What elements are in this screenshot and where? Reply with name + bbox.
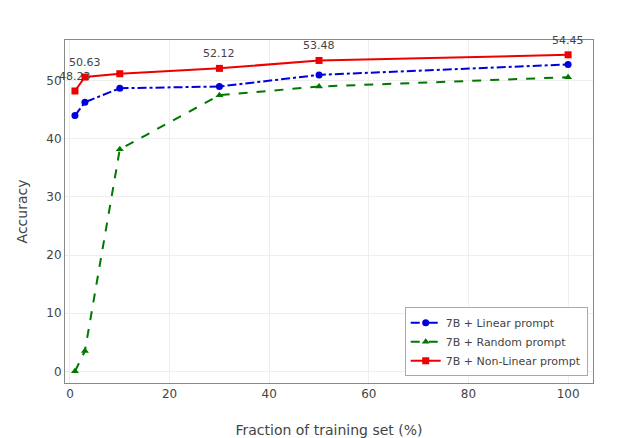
svg-text:52.12: 52.12 xyxy=(203,47,235,60)
svg-text:53.48: 53.48 xyxy=(303,39,335,52)
svg-text:60: 60 xyxy=(361,387,376,401)
svg-text:10: 10 xyxy=(46,306,61,320)
svg-text:50.63: 50.63 xyxy=(69,56,101,69)
svg-text:Fraction of training set (%): Fraction of training set (%) xyxy=(235,422,422,438)
svg-text:54.45: 54.45 xyxy=(552,34,584,47)
svg-text:48.23: 48.23 xyxy=(59,70,91,83)
svg-text:30: 30 xyxy=(46,190,61,204)
svg-text:100: 100 xyxy=(557,387,580,401)
svg-text:20: 20 xyxy=(46,248,61,262)
svg-text:50: 50 xyxy=(46,74,61,88)
svg-text:7B + Linear prompt: 7B + Linear prompt xyxy=(446,317,555,330)
svg-text:7B + Non-Linear prompt: 7B + Non-Linear prompt xyxy=(446,355,581,368)
svg-text:20: 20 xyxy=(162,387,177,401)
svg-text:0: 0 xyxy=(66,387,74,401)
svg-text:40: 40 xyxy=(262,387,277,401)
svg-text:7B + Random prompt: 7B + Random prompt xyxy=(446,336,566,349)
svg-text:0: 0 xyxy=(54,365,62,379)
svg-text:80: 80 xyxy=(461,387,476,401)
svg-text:40: 40 xyxy=(46,132,61,146)
svg-text:Accuracy: Accuracy xyxy=(14,180,30,244)
